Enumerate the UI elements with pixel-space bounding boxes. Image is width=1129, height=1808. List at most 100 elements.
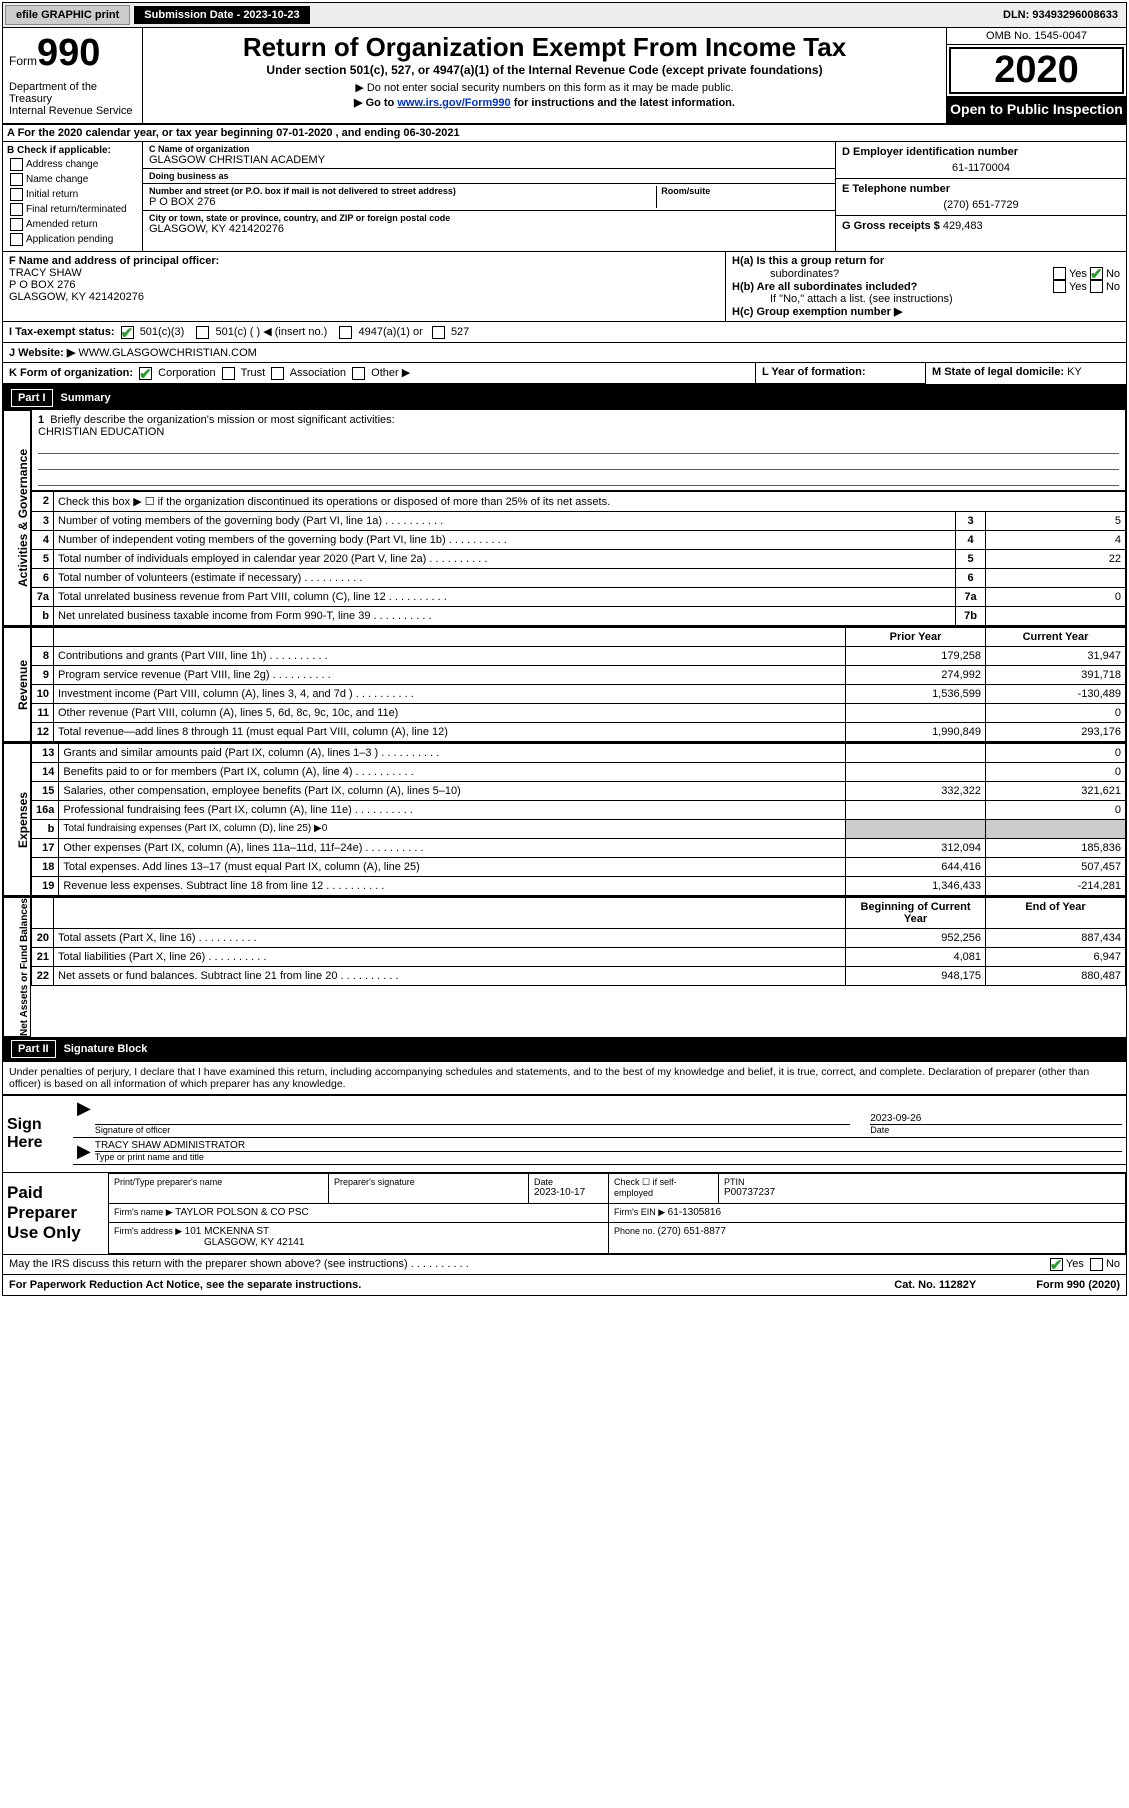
i-501c3[interactable]	[121, 326, 134, 339]
m-lbl: M State of legal domicile:	[932, 366, 1067, 378]
k-trust[interactable]	[222, 367, 235, 380]
part1-title: Summary	[61, 392, 1118, 404]
net-assets-group: Net Assets or Fund Balances Beginning of…	[3, 897, 1126, 1037]
hc-lbl: H(c) Group exemption number ▶	[732, 306, 902, 318]
firm-name: TAYLOR POLSON & CO PSC	[175, 1207, 309, 1218]
submission-date: Submission Date - 2023-10-23	[134, 6, 309, 24]
open-to-public: Open to Public Inspection	[947, 96, 1126, 123]
r7bd: Net unrelated business taxable income fr…	[54, 606, 956, 625]
i-lbl: I Tax-exempt status:	[9, 326, 115, 338]
form-sub2: ▶ Do not enter social security numbers o…	[147, 81, 942, 94]
penalties-text: Under penalties of perjury, I declare th…	[3, 1061, 1126, 1094]
r10d: Investment income (Part VIII, column (A)…	[54, 684, 846, 703]
i-501c[interactable]	[196, 326, 209, 339]
r11d: Other revenue (Part VIII, column (A), li…	[54, 703, 846, 722]
r16ad: Professional fundraising fees (Part IX, …	[59, 800, 846, 819]
chk-amended[interactable]: Amended return	[7, 218, 138, 231]
cat-no: Cat. No. 11282Y	[894, 1279, 976, 1291]
r4v: 4	[986, 530, 1126, 549]
firm-ein: 61-1305816	[668, 1207, 721, 1218]
r17d: Other expenses (Part IX, column (A), lin…	[59, 838, 846, 857]
sign-here-block: Sign Here ▶ Signature of officer 2023-09…	[3, 1094, 1126, 1172]
k-corp[interactable]	[139, 367, 152, 380]
ha-lbl: H(a) Is this a group return for	[732, 255, 884, 267]
website: WWW.GLASGOWCHRISTIAN.COM	[78, 347, 256, 359]
r18d: Total expenses. Add lines 13–17 (must eq…	[59, 857, 846, 876]
col-d: D Employer identification number 61-1170…	[836, 142, 1126, 251]
hb-no[interactable]	[1090, 280, 1103, 293]
act-gov-label: Activities & Governance	[3, 410, 31, 626]
i-4947[interactable]	[339, 326, 352, 339]
r4d: Number of independent voting members of …	[54, 530, 956, 549]
i-527[interactable]	[432, 326, 445, 339]
r20d: Total assets (Part X, line 16)	[54, 928, 846, 947]
preparer-table: Print/Type preparer's name Preparer's si…	[108, 1173, 1126, 1254]
footer: For Paperwork Reduction Act Notice, see …	[3, 1274, 1126, 1295]
part2-num: Part II	[11, 1040, 56, 1058]
discuss-yes[interactable]	[1050, 1258, 1063, 1271]
org-name: GLASGOW CHRISTIAN ACADEMY	[149, 154, 829, 166]
sig-date-lbl: Date	[870, 1124, 1122, 1135]
header: Form 990 Department of the Treasury Inte…	[3, 28, 1126, 125]
c-name-lbl: C Name of organization	[149, 144, 829, 154]
section-bcd: B Check if applicable: Address change Na…	[3, 142, 1126, 252]
hb-lbl: H(b) Are all subordinates included?	[732, 281, 917, 293]
r9d: Program service revenue (Part VIII, line…	[54, 665, 846, 684]
telephone: (270) 651-7729	[842, 195, 1120, 211]
k-other[interactable]	[352, 367, 365, 380]
r5d: Total number of individuals employed in …	[54, 549, 956, 568]
part-2-header: Part II Signature Block	[3, 1037, 1126, 1061]
ha-no[interactable]	[1090, 267, 1103, 280]
r16bd: Total fundraising expenses (Part IX, col…	[59, 819, 846, 838]
org-city: GLASGOW, KY 421420276	[149, 223, 829, 235]
form-label: Form	[9, 54, 37, 68]
ha-yes[interactable]	[1053, 267, 1066, 280]
name-title-lbl: Type or print name and title	[95, 1151, 1122, 1162]
k-lbl: K Form of organization:	[9, 367, 133, 379]
chk-initial[interactable]: Initial return	[7, 188, 138, 201]
c-dba-lbl: Doing business as	[149, 171, 829, 181]
chk-final[interactable]: Final return/terminated	[7, 203, 138, 216]
chk-name-change[interactable]: Name change	[7, 173, 138, 186]
chk-app-pending[interactable]: Application pending	[7, 233, 138, 246]
sub3-post: for instructions and the latest informat…	[511, 97, 735, 109]
discuss-text: May the IRS discuss this return with the…	[9, 1258, 408, 1270]
j-lbl: J Website: ▶	[9, 347, 75, 359]
principal-addr2: GLASGOW, KY 421420276	[9, 291, 719, 303]
nafb-label: Net Assets or Fund Balances	[3, 897, 31, 1037]
paid-preparer-label: Paid Preparer Use Only	[3, 1173, 108, 1254]
form-sub3: ▶ Go to www.irs.gov/Form990 for instruct…	[147, 96, 942, 109]
r8d: Contributions and grants (Part VIII, lin…	[54, 646, 846, 665]
r14d: Benefits paid to or for members (Part IX…	[59, 762, 846, 781]
exp-label: Expenses	[3, 743, 31, 896]
form-title: Return of Organization Exempt From Incom…	[147, 32, 942, 63]
principal-addr1: P O BOX 276	[9, 279, 719, 291]
chk-address-change[interactable]: Address change	[7, 158, 138, 171]
section-fh: F Name and address of principal officer:…	[3, 252, 1126, 322]
c-street-lbl: Number and street (or P.O. box if mail i…	[149, 186, 652, 196]
header-right: OMB No. 1545-0047 2020 Open to Public In…	[946, 28, 1126, 123]
part2-title: Signature Block	[64, 1043, 1118, 1055]
expenses-table: 13Grants and similar amounts paid (Part …	[31, 743, 1126, 896]
r7ad: Total unrelated business revenue from Pa…	[54, 587, 956, 606]
irs-link[interactable]: www.irs.gov/Form990	[397, 97, 510, 109]
f-lbl: F Name and address of principal officer:	[9, 255, 719, 267]
c-room-lbl: Room/suite	[661, 186, 829, 196]
gross-receipts: 429,483	[943, 220, 983, 232]
sub3-pre: ▶ Go to	[354, 97, 397, 109]
dln-label: DLN: 93493296008633	[1003, 9, 1126, 21]
hb-yes[interactable]	[1053, 280, 1066, 293]
col-c-org: C Name of organization GLASGOW CHRISTIAN…	[143, 142, 836, 251]
department: Department of the Treasury Internal Reve…	[9, 81, 136, 117]
efile-button[interactable]: efile GRAPHIC print	[5, 5, 130, 25]
k-assoc[interactable]	[271, 367, 284, 380]
part1-num: Part I	[11, 389, 53, 407]
r13d: Grants and similar amounts paid (Part IX…	[59, 743, 846, 762]
l-lbl: L Year of formation:	[762, 366, 866, 378]
r5v: 22	[986, 549, 1126, 568]
discuss-no[interactable]	[1090, 1258, 1103, 1271]
col-b-checkboxes: B Check if applicable: Address change Na…	[3, 142, 143, 251]
hb-note: If "No," attach a list. (see instruction…	[732, 293, 1120, 305]
r6v	[986, 568, 1126, 587]
header-left: Form 990 Department of the Treasury Inte…	[3, 28, 143, 123]
